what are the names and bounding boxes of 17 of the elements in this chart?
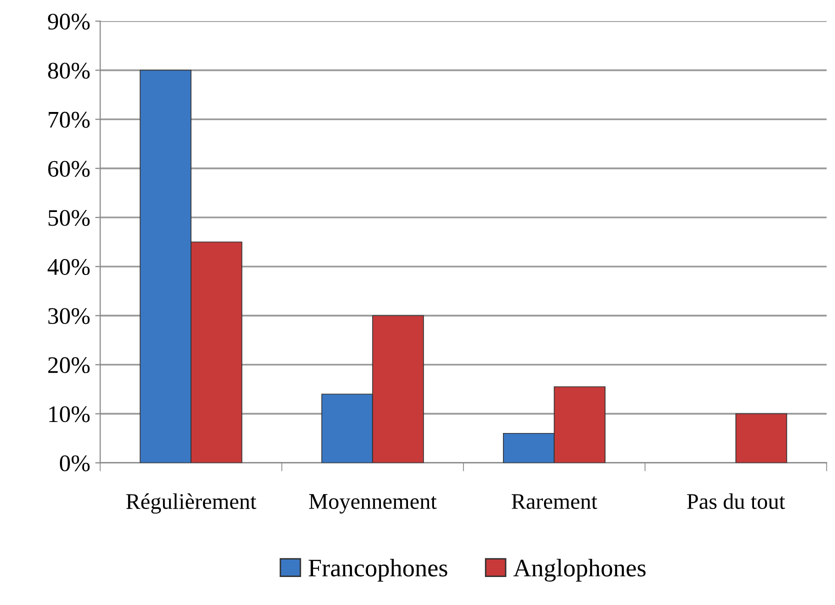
bar [735,413,788,463]
y-tick-label: 40% [48,259,90,276]
y-tick-label: 30% [48,308,90,324]
x-tick-label: Moyennement [309,494,437,514]
y-tick-label: 60% [48,160,90,177]
legend-label: Francophones [308,558,448,582]
x-tick-label: Régulièrement [126,493,256,514]
y-tick-label: 0% [60,455,90,472]
y-tick-label: 80% [48,62,90,79]
y-tick-label: 70% [48,112,90,128]
x-tick-label: Pas du tout [687,493,786,510]
y-tick-label: 90% [48,14,90,30]
y-tick-label: 50% [48,210,90,226]
y-tick-label: 10% [49,406,90,422]
legend-label: Anglophones [513,558,646,582]
y-tick-label: 20% [48,357,90,374]
x-tick-label: Rarement [512,494,598,510]
